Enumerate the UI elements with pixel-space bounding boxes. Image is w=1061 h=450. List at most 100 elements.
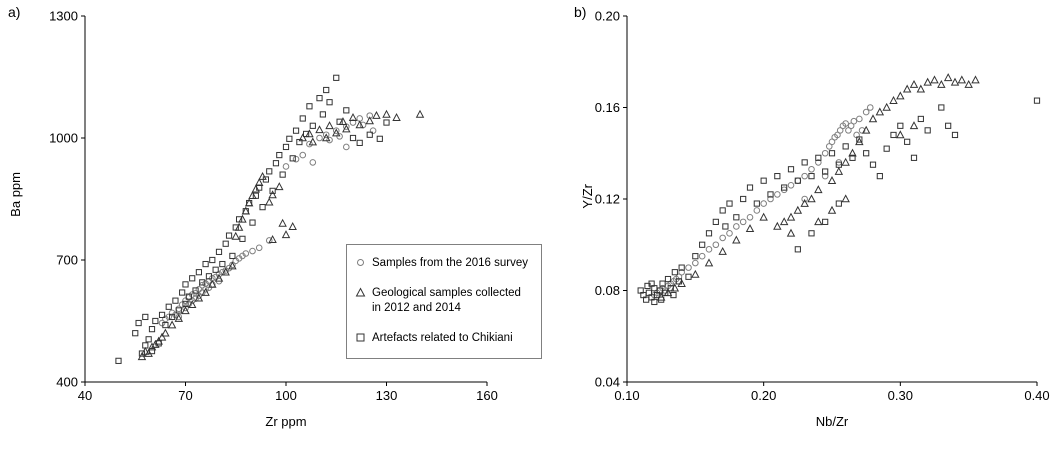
- data-point-square: [115, 357, 122, 364]
- data-point-triangle: [248, 191, 257, 200]
- data-point-square: [815, 154, 822, 161]
- data-point-square: [849, 154, 856, 161]
- data-point-triangle: [342, 124, 351, 133]
- data-point-triangle: [745, 224, 755, 233]
- data-point-circle: [760, 200, 767, 207]
- legend-item-geological: Geological samples collected in 2012 and…: [355, 286, 533, 316]
- data-point-square: [692, 253, 699, 260]
- data-point-square: [179, 289, 186, 296]
- data-point-circle: [309, 159, 317, 166]
- data-point-square: [316, 95, 323, 102]
- data-point-square: [659, 280, 666, 287]
- data-point-square: [336, 118, 343, 125]
- data-point-triangle: [930, 75, 939, 84]
- chart-panel-a: 40 70 100 130 160 400 700 1000 1300 a) Ba ppm Zr…: [0, 0, 542, 450]
- data-point-circle: [698, 252, 706, 260]
- data-point-square: [722, 223, 729, 230]
- data-point-square: [169, 313, 176, 321]
- chart-panel-b: 0.10 0.20 0.30 0.40 0.04 0.08 0.12 0.16 0.20 b) …: [530, 0, 1060, 450]
- data-point-square: [162, 321, 169, 329]
- data-point-triangle: [868, 114, 878, 123]
- data-point-square: [904, 138, 911, 145]
- y-tick-label: 1000: [49, 131, 78, 146]
- data-point-square: [172, 297, 179, 304]
- data-point-square: [175, 307, 182, 314]
- data-point-triangle: [254, 178, 264, 187]
- x-tick-label: 160: [476, 388, 498, 403]
- data-point-square: [869, 161, 877, 168]
- data-point-square: [705, 230, 713, 237]
- data-point-square: [148, 347, 156, 355]
- data-point-square: [801, 159, 808, 166]
- data-point-triangle: [275, 182, 284, 191]
- data-point-triangle: [793, 205, 803, 214]
- data-point-square: [195, 269, 203, 276]
- data-point-square: [229, 252, 236, 260]
- data-point-square: [910, 154, 918, 161]
- data-point-square: [209, 256, 216, 264]
- data-point-square: [276, 151, 283, 159]
- data-point-square: [182, 281, 189, 288]
- data-point-circle: [165, 313, 173, 321]
- x-tick-label: 0.10: [614, 388, 639, 403]
- data-point-triangle: [281, 230, 291, 239]
- scatter-plot-a: 40 70 100 130 160 400 700 1000 1300: [49, 9, 498, 404]
- data-point-triangle: [278, 218, 287, 227]
- data-point-triangle: [174, 313, 184, 322]
- data-point-square: [951, 131, 959, 139]
- data-point-triangle: [875, 107, 885, 116]
- data-point-triangle: [181, 306, 190, 315]
- data-point-square: [760, 177, 767, 184]
- data-point-circle: [299, 151, 307, 159]
- data-point-triangle: [258, 171, 267, 180]
- data-point-triangle: [268, 235, 277, 243]
- data-point-triangle: [355, 120, 364, 129]
- data-point-circle: [794, 177, 802, 184]
- data-point-triangle: [916, 84, 926, 93]
- legend-label: Samples from the 2016 survey: [372, 257, 528, 269]
- data-point-square: [794, 177, 801, 184]
- data-point-square: [152, 317, 159, 325]
- data-point-square: [266, 168, 273, 175]
- data-point-triangle: [841, 194, 850, 203]
- data-point-triangle: [971, 75, 980, 84]
- data-point-circle: [808, 165, 815, 173]
- data-point-square: [262, 176, 269, 183]
- data-point-square: [323, 86, 330, 94]
- data-point-square: [945, 122, 952, 129]
- data-point-circle: [692, 259, 699, 267]
- data-point-square: [924, 127, 931, 134]
- data-point-circle: [850, 117, 858, 125]
- panel-label-a: a): [8, 4, 21, 20]
- data-point-triangle: [834, 166, 844, 175]
- y-axis-title-b: Y/Zr: [580, 184, 595, 209]
- data-point-circle: [202, 285, 209, 293]
- data-point-triangle: [943, 73, 953, 82]
- data-point-circle: [815, 159, 822, 166]
- data-point-triangle: [896, 91, 905, 100]
- data-point-circle: [801, 172, 808, 180]
- data-point-circle: [712, 241, 720, 249]
- data-point-square: [182, 300, 189, 308]
- data-point-triangle: [187, 300, 197, 309]
- data-point-square: [225, 232, 233, 239]
- data-point-triangle: [415, 109, 425, 118]
- data-point-square: [842, 143, 849, 150]
- data-point-square: [670, 291, 677, 299]
- data-point-triangle: [365, 116, 374, 125]
- data-point-square: [685, 273, 692, 280]
- legend-item-survey: Samples from the 2016 survey: [355, 256, 533, 271]
- data-point-triangle: [338, 117, 348, 126]
- data-point-triangle: [214, 273, 224, 282]
- data-point-square: [808, 230, 815, 237]
- data-point-square: [787, 166, 795, 173]
- data-point-square: [740, 195, 747, 203]
- data-point-square: [296, 138, 303, 146]
- data-point-square: [232, 224, 239, 231]
- data-point-circle: [158, 319, 166, 327]
- data-point-triangle: [194, 293, 204, 302]
- data-point-triangle: [208, 279, 217, 288]
- data-point-square: [309, 122, 316, 129]
- data-point-triangle: [228, 261, 237, 270]
